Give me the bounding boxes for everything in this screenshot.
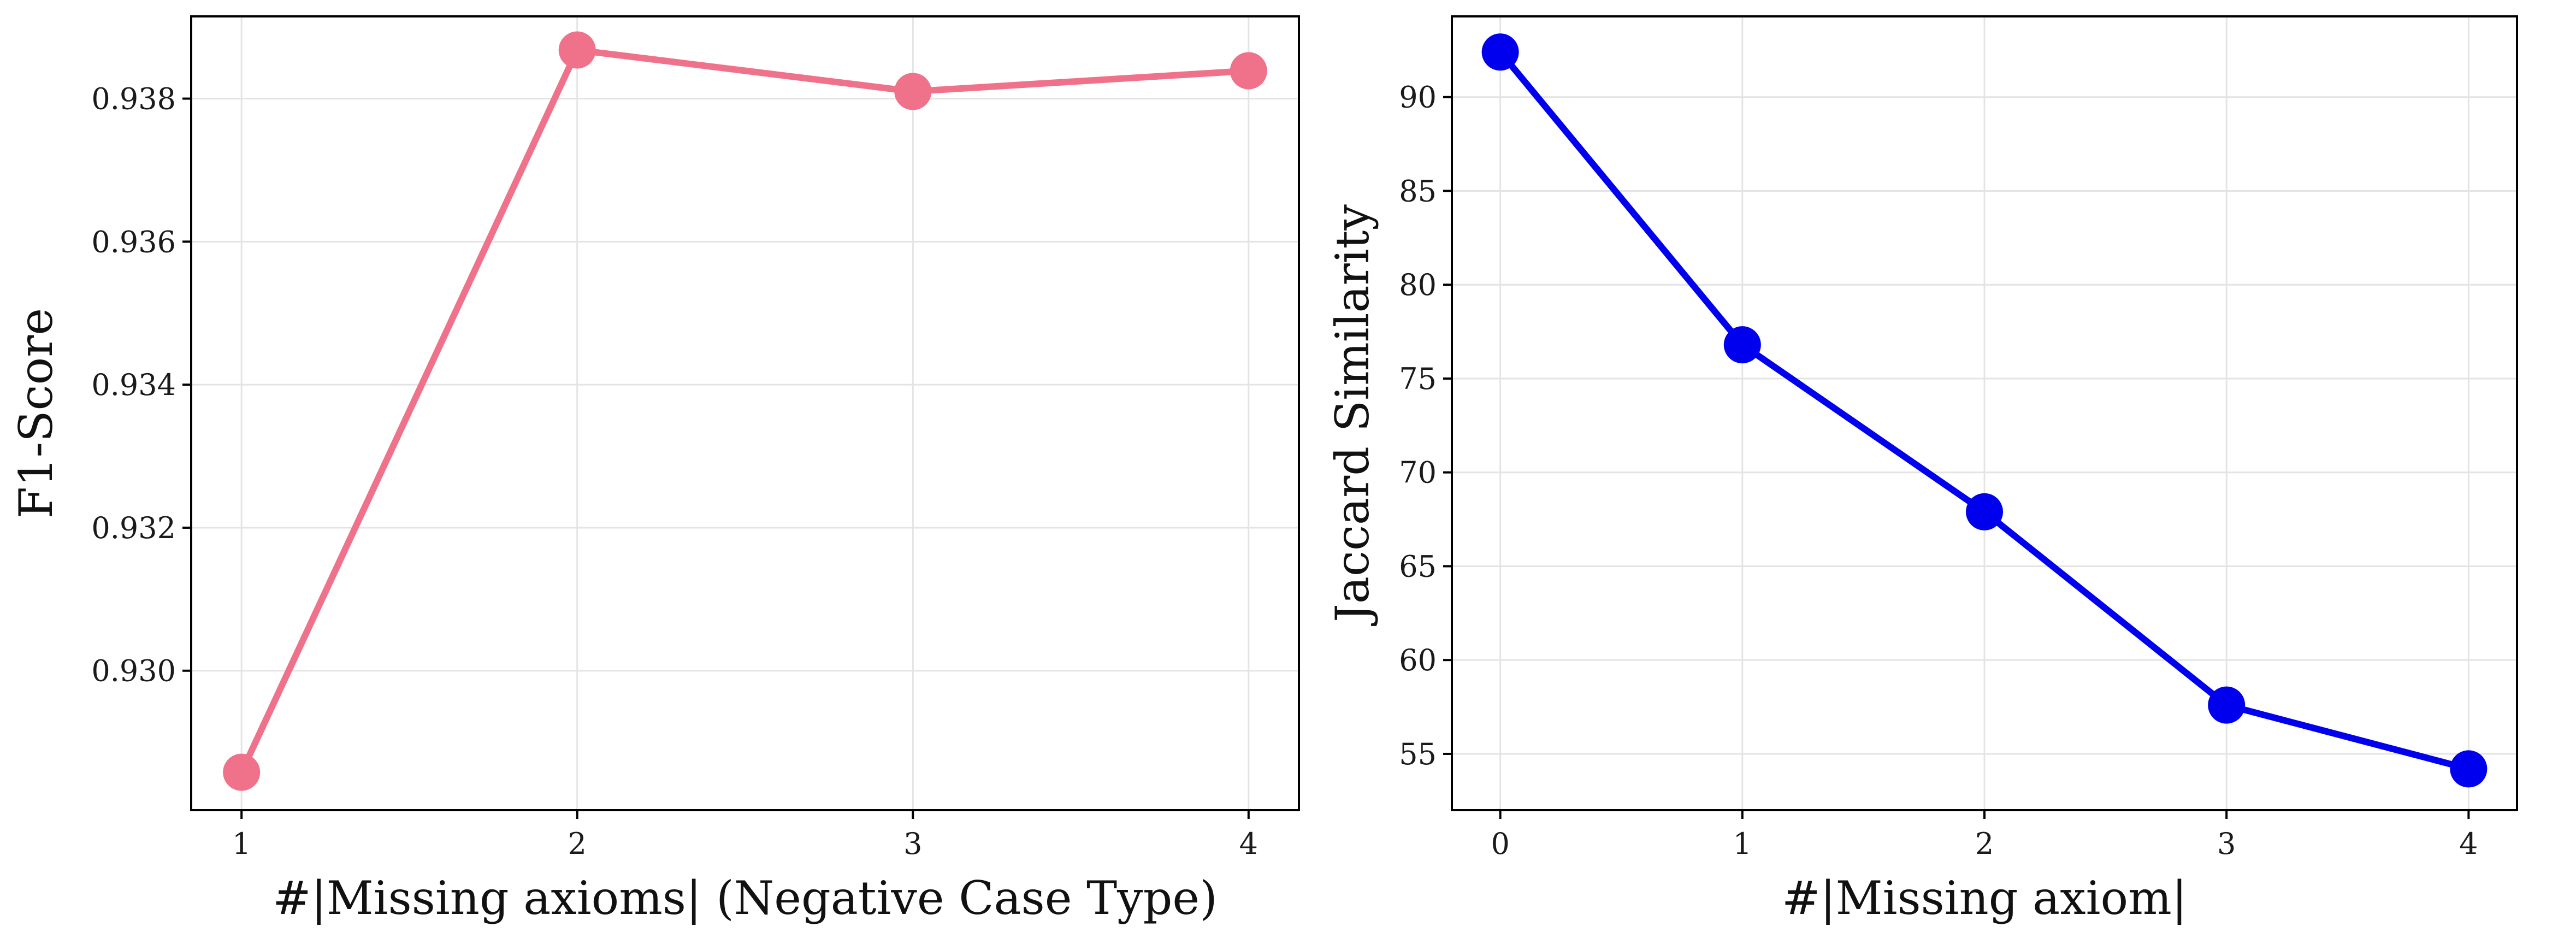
chart-1-data-point-3 xyxy=(2208,686,2246,724)
chart-0-y-tick-label-4: 0.938 xyxy=(91,82,176,116)
chart-1-data-point-1 xyxy=(1723,326,1761,364)
chart-0-series-line-0 xyxy=(238,46,1252,776)
chart-1-data-point-4 xyxy=(2450,750,2488,788)
chart-1-x-axis-label: #|Missing axiom| xyxy=(1782,871,2187,925)
chart-1-y-tick-label-2: 65 xyxy=(1399,549,1437,583)
chart-0-y-axis-label: F1-Score xyxy=(9,308,63,518)
chart-0-data-point-3 xyxy=(1230,52,1267,90)
chart-1-y-tick-label-1: 60 xyxy=(1399,643,1437,677)
chart-0-y-tick-label-2: 0.934 xyxy=(91,368,176,402)
chart-0-data-point-0 xyxy=(223,753,261,791)
chart-1-y-tick-label-3: 70 xyxy=(1399,456,1437,490)
f1-score-chart: 1 2 3 4 0.930 0.932 0.934 0.936 0.938 #|Missing a… xyxy=(9,15,1300,925)
chart-1-y-tick-label-4: 75 xyxy=(1399,362,1437,396)
chart-0-data-point-1 xyxy=(558,31,596,69)
chart-1-y-tick-label-6: 85 xyxy=(1399,174,1437,208)
chart-0-plot-frame xyxy=(190,15,1300,811)
chart-1-x-tick-label-0: 0 xyxy=(1491,827,1509,861)
chart-1-x-tick-label-1: 1 xyxy=(1733,827,1752,861)
chart-0-data-point-2 xyxy=(894,73,932,110)
chart-0-x-axis-label: #|Missing axioms| (Negative Case Type) xyxy=(273,871,1218,925)
jaccard-similarity-chart: 0 1 2 3 4 55 60 65 70 75 80 85 90 #|Missing axiom| Jac… xyxy=(1326,15,2518,925)
chart-1-x-tick-label-3: 3 xyxy=(2217,827,2236,861)
chart-1-y-tick-label-0: 55 xyxy=(1399,737,1437,771)
chart-1-x-tick-label-4: 4 xyxy=(2459,827,2478,861)
chart-0-y-tick-label-0: 0.930 xyxy=(91,654,176,688)
chart-1-y-tick-label-5: 80 xyxy=(1399,268,1437,302)
chart-0-x-tick-label-3: 4 xyxy=(1239,827,1258,861)
chart-1-x-tick-label-2: 2 xyxy=(1975,827,1994,861)
chart-1-data-point-2 xyxy=(1966,493,2003,530)
chart-0-y-tick-label-1: 0.932 xyxy=(91,511,176,545)
chart-0-y-tick-label-3: 0.936 xyxy=(91,225,176,259)
chart-0-x-tick-label-0: 1 xyxy=(232,827,251,861)
chart-0-x-tick-label-2: 3 xyxy=(903,827,922,861)
chart-0-x-tick-label-1: 2 xyxy=(568,827,587,861)
chart-1-y-axis-label: Jaccard Similarity xyxy=(1326,204,1379,627)
chart-1-data-point-0 xyxy=(1481,33,1519,71)
chart-1-y-tick-label-7: 90 xyxy=(1399,80,1437,115)
